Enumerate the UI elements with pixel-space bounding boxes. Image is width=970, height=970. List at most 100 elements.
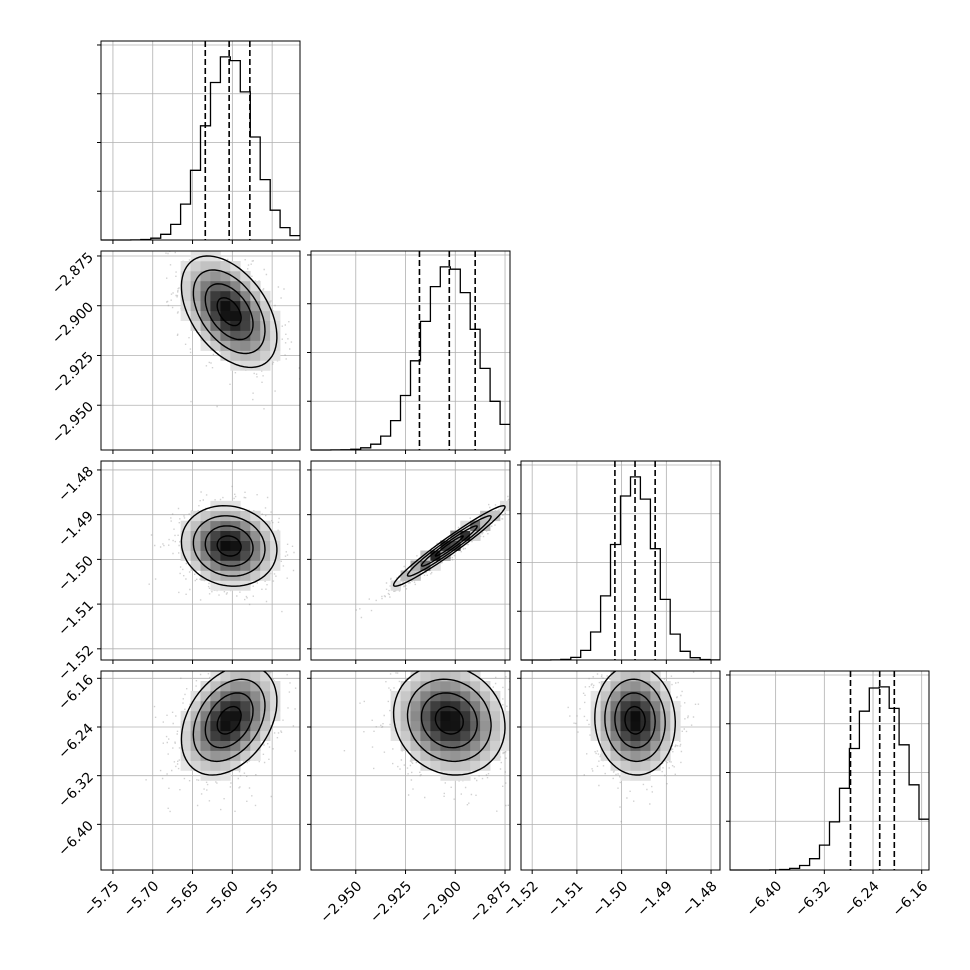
density-cell <box>230 671 241 682</box>
histogram-panel-3 <box>726 670 930 874</box>
density-cell <box>210 730 221 741</box>
panel-frame <box>310 670 511 871</box>
density-cell <box>220 540 231 551</box>
density-cell <box>190 310 201 321</box>
density-cell <box>220 740 231 751</box>
density-cell <box>210 760 221 771</box>
density-cell <box>440 690 451 702</box>
density-cell <box>220 350 231 361</box>
density-cell <box>440 750 451 761</box>
density-cell <box>460 690 471 702</box>
density-cell <box>230 760 241 771</box>
density-cell <box>240 681 251 692</box>
density-cell <box>260 310 271 321</box>
density-cell <box>190 720 201 732</box>
density-cell <box>180 280 191 292</box>
density-cell <box>210 340 221 351</box>
density-cell <box>420 710 431 722</box>
density-cell <box>250 720 261 732</box>
density-cell <box>210 700 221 712</box>
contour-line-1 <box>420 692 478 749</box>
density-cell <box>230 740 241 751</box>
density-cell <box>460 671 471 682</box>
density-cell <box>250 350 261 361</box>
density-cell <box>650 700 661 712</box>
y-tick-label: −1.49 <box>55 508 97 550</box>
density-cell <box>230 530 241 541</box>
density-cell <box>450 730 461 741</box>
x-tick-label: −2.950 <box>317 878 365 926</box>
density-cell <box>630 740 641 751</box>
density-cell <box>400 720 411 732</box>
contour-line-2 <box>192 678 266 763</box>
contour-line-1 <box>204 692 254 749</box>
density-cell <box>240 300 251 312</box>
density-cell <box>240 550 251 561</box>
density-cell <box>500 740 510 751</box>
density-cell <box>440 671 451 682</box>
panel-frame <box>100 670 301 871</box>
y-tick-label: −1.51 <box>55 598 97 640</box>
density-cell <box>240 510 251 522</box>
density-cell <box>200 270 211 282</box>
contour-line-0 <box>434 705 464 735</box>
density-cell <box>200 261 211 272</box>
density-cell <box>230 360 241 371</box>
density-cell <box>390 700 401 712</box>
density-cell <box>220 720 231 732</box>
density-cell <box>400 740 411 751</box>
density-cell <box>250 360 261 371</box>
density-cell <box>480 750 491 761</box>
density-cell <box>260 340 271 351</box>
density-cell <box>260 710 271 722</box>
density-cell <box>200 550 211 561</box>
density-cell <box>400 681 411 692</box>
x-tick-label: −2.925 <box>367 878 415 926</box>
density-cell <box>230 540 241 551</box>
density-cell <box>250 681 261 692</box>
contour-line-2 <box>604 678 666 763</box>
density-cell <box>260 530 271 541</box>
density-cell <box>440 730 451 741</box>
density-cell <box>260 330 271 341</box>
contour-line-2 <box>192 269 266 355</box>
density-cell <box>210 720 221 732</box>
density-cell <box>180 310 191 321</box>
density-cell <box>210 740 221 751</box>
density-cell <box>440 720 451 732</box>
density-cell <box>250 690 261 702</box>
density-cell <box>600 690 611 702</box>
density-cell <box>480 520 491 531</box>
density-cell <box>640 671 651 682</box>
density-cell <box>190 280 201 292</box>
density-cell <box>620 760 631 771</box>
density-cell <box>450 710 461 722</box>
contour-line-1 <box>204 283 254 341</box>
density-cell <box>210 580 221 591</box>
panel-frame <box>100 40 301 241</box>
density-cell <box>230 681 241 692</box>
contour-line-0 <box>434 535 464 557</box>
density-cell <box>190 700 201 712</box>
density-cell <box>640 730 651 741</box>
density-cell <box>270 350 281 361</box>
density-cell <box>410 740 421 751</box>
density-cell <box>390 710 401 722</box>
panel-frame <box>520 670 721 871</box>
density-cell <box>430 700 441 712</box>
density-cell <box>460 681 471 692</box>
density-cell <box>670 730 681 741</box>
density-cell <box>270 310 281 321</box>
density-cell <box>620 770 631 781</box>
density-cell <box>270 700 281 712</box>
density-cell <box>610 700 621 712</box>
density-cell <box>460 710 471 722</box>
density-cell <box>230 290 241 302</box>
density-cell <box>180 750 191 761</box>
density-cell <box>210 330 221 341</box>
contour-line-2 <box>192 515 266 577</box>
density-cell <box>610 671 621 682</box>
density-cell <box>220 270 231 282</box>
density-cell <box>200 700 211 712</box>
density-cell <box>660 740 671 751</box>
